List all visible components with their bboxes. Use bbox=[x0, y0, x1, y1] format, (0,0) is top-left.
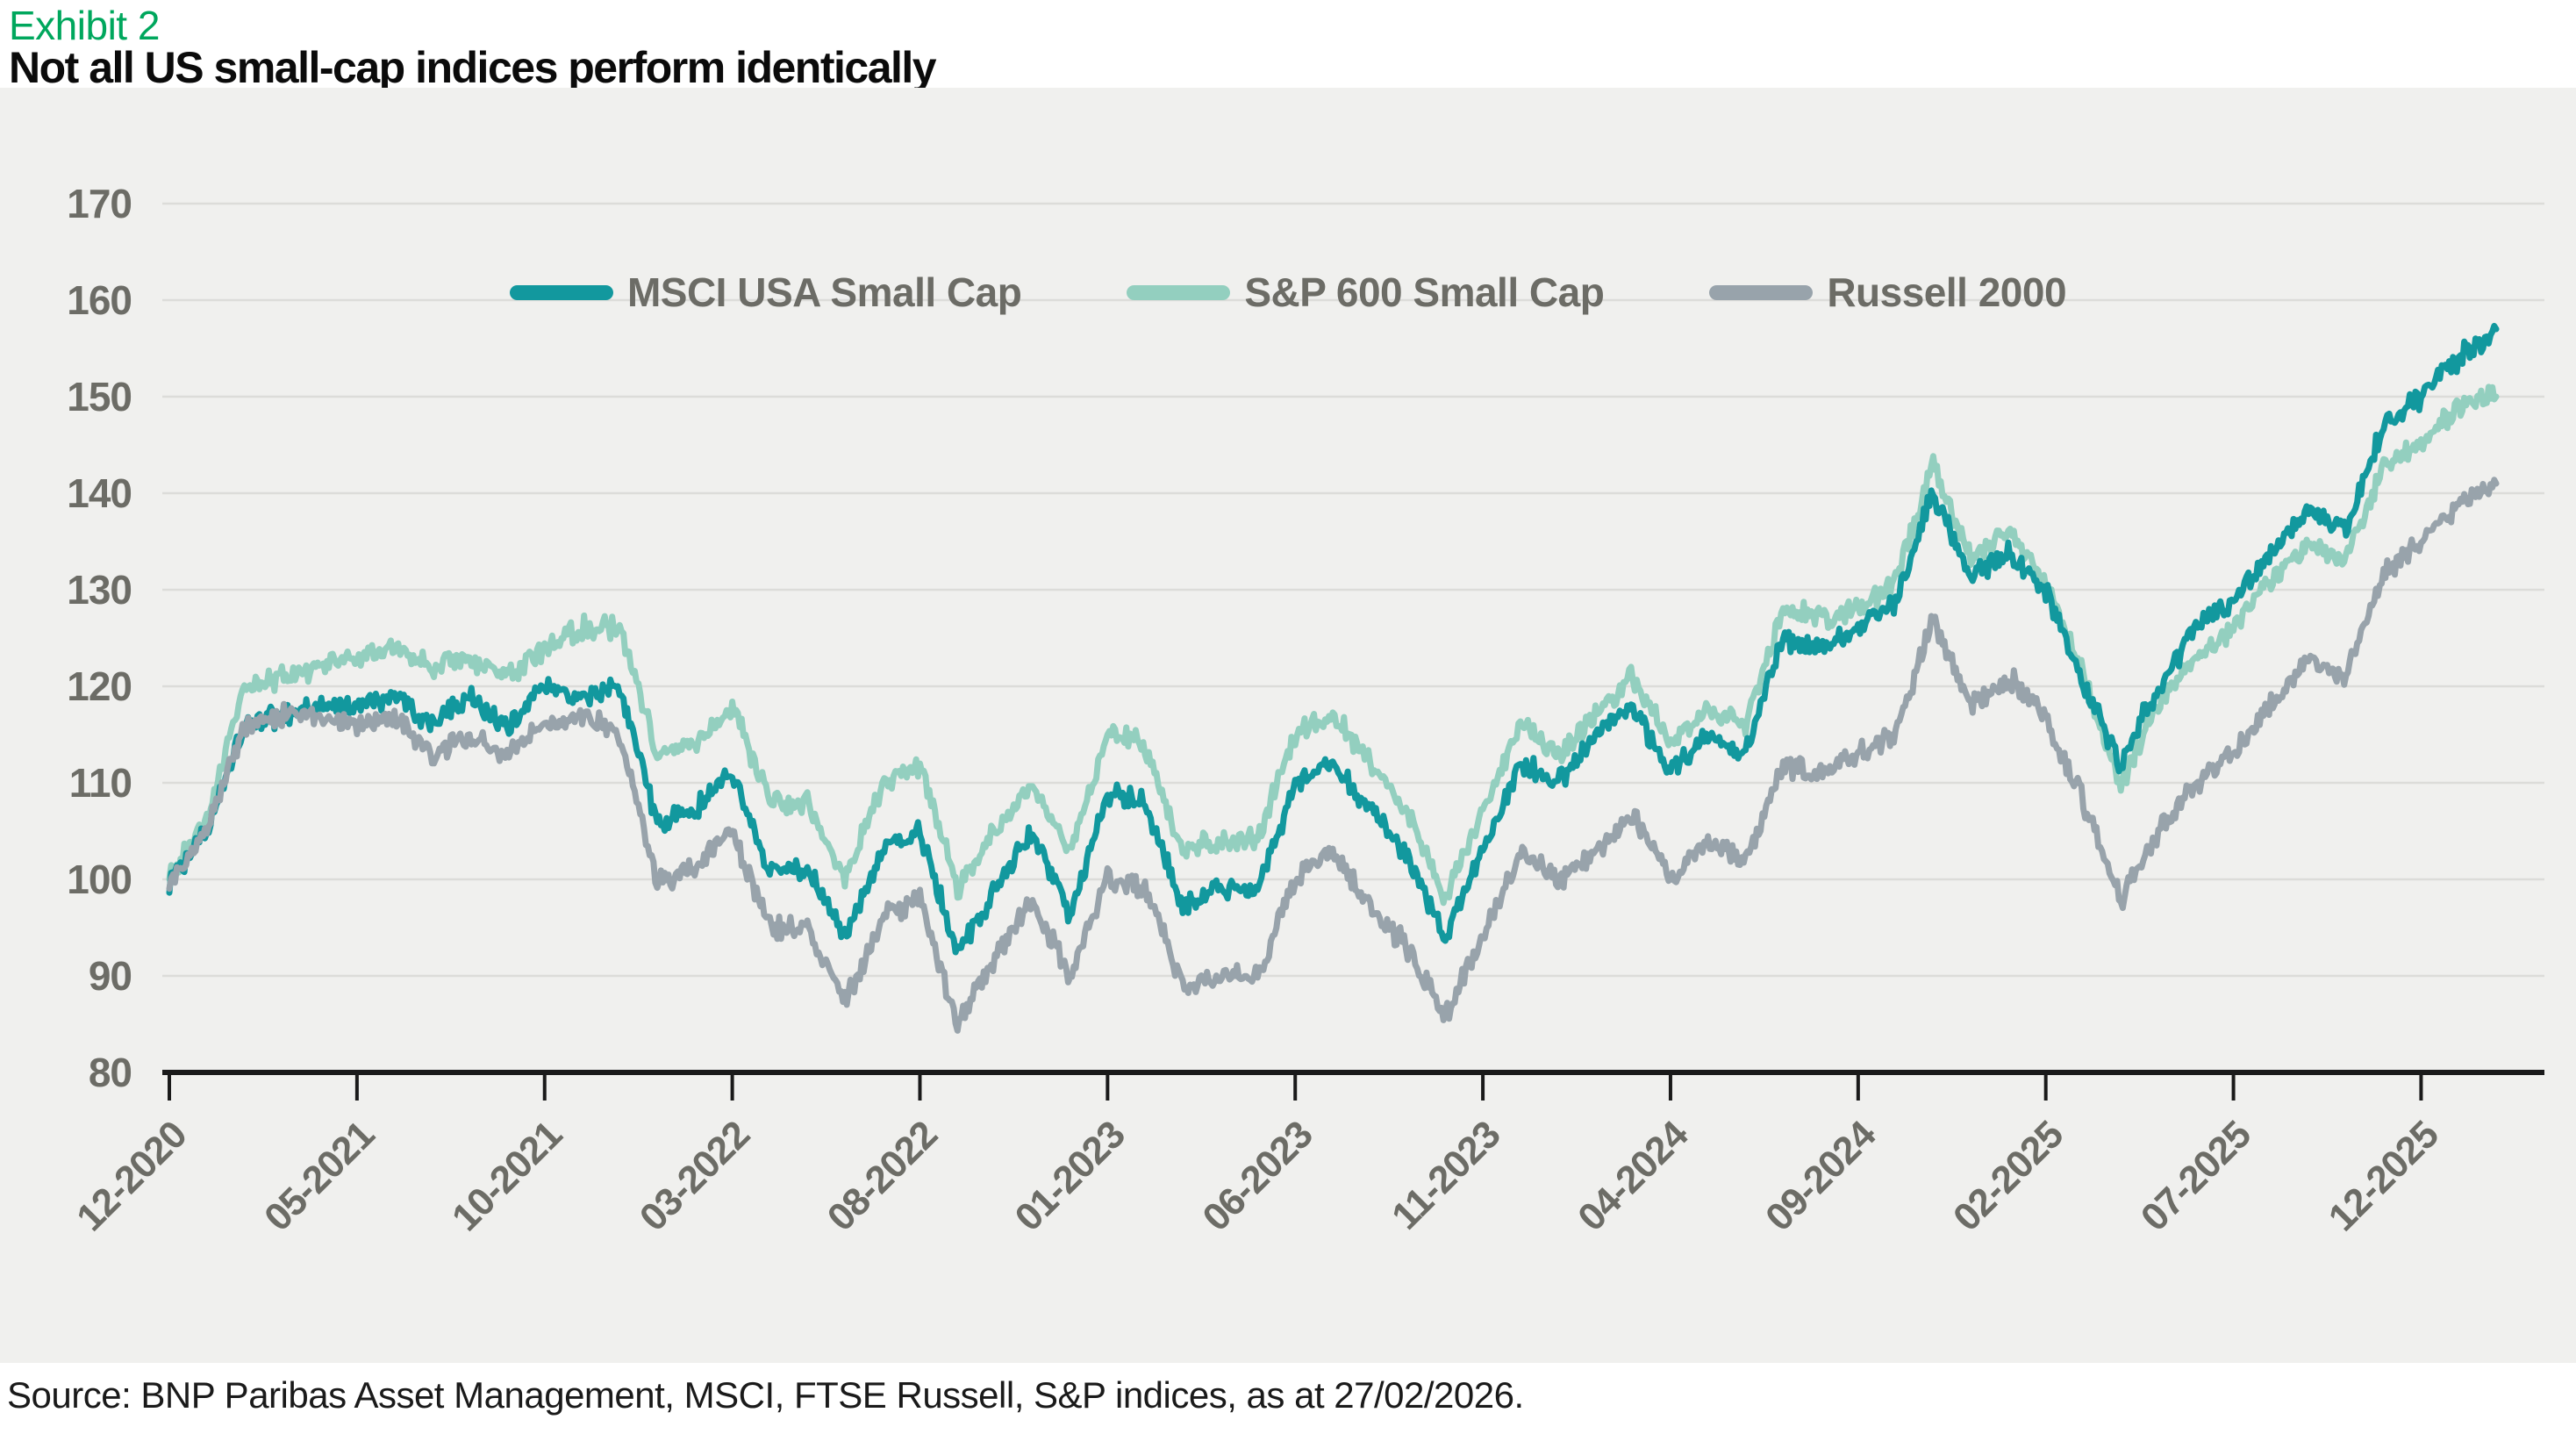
exhibit-label: Exhibit 2 bbox=[9, 3, 160, 48]
x-axis bbox=[162, 1070, 2544, 1101]
y-axis-labels: 80 90 100 110 120 130 140 150 160 170 bbox=[67, 181, 132, 1095]
svg-text:09-2024: 09-2024 bbox=[1757, 1112, 1885, 1239]
svg-text:170: 170 bbox=[67, 181, 132, 226]
svg-text:04-2024: 04-2024 bbox=[1570, 1112, 1697, 1239]
svg-text:12-2025: 12-2025 bbox=[2321, 1113, 2447, 1239]
svg-text:90: 90 bbox=[89, 953, 132, 999]
series-line-0 bbox=[166, 322, 2500, 956]
svg-text:02-2025: 02-2025 bbox=[1945, 1113, 2072, 1239]
svg-text:10-2021: 10-2021 bbox=[444, 1113, 570, 1239]
line-chart: 80 90 100 110 120 130 140 150 160 170 12-2020 05-20… bbox=[67, 181, 2544, 1239]
svg-text:150: 150 bbox=[67, 374, 132, 419]
page-title: Not all US small-cap indices perform ide… bbox=[9, 43, 937, 92]
svg-text:110: 110 bbox=[69, 760, 132, 806]
svg-text:01-2023: 01-2023 bbox=[1007, 1113, 1134, 1239]
gridlines bbox=[162, 202, 2544, 978]
svg-text:12-2020: 12-2020 bbox=[68, 1113, 195, 1239]
chart-area: 80 90 100 110 120 130 140 150 160 170 12-2020 05-20… bbox=[0, 88, 2576, 1363]
series-line-1 bbox=[166, 384, 2500, 907]
svg-text:100: 100 bbox=[67, 857, 132, 902]
svg-text:130: 130 bbox=[67, 567, 132, 613]
svg-text:140: 140 bbox=[67, 470, 132, 516]
svg-text:11-2023: 11-2023 bbox=[1384, 1113, 1508, 1237]
svg-text:05-2021: 05-2021 bbox=[256, 1113, 383, 1239]
svg-text:160: 160 bbox=[67, 277, 132, 323]
svg-text:07-2025: 07-2025 bbox=[2133, 1113, 2259, 1239]
svg-text:08-2022: 08-2022 bbox=[819, 1113, 946, 1239]
series-line-2 bbox=[166, 477, 2500, 1034]
svg-text:80: 80 bbox=[89, 1050, 132, 1095]
svg-text:03-2022: 03-2022 bbox=[632, 1113, 758, 1239]
series-lines bbox=[166, 322, 2500, 1034]
x-axis-labels: 12-2020 05-2021 10-2021 03-2022 08-2022 01-20… bbox=[68, 1112, 2447, 1239]
source-note: Source: BNP Paribas Asset Management, MS… bbox=[7, 1374, 1524, 1416]
svg-text:120: 120 bbox=[67, 663, 132, 709]
svg-text:06-2023: 06-2023 bbox=[1194, 1113, 1320, 1239]
